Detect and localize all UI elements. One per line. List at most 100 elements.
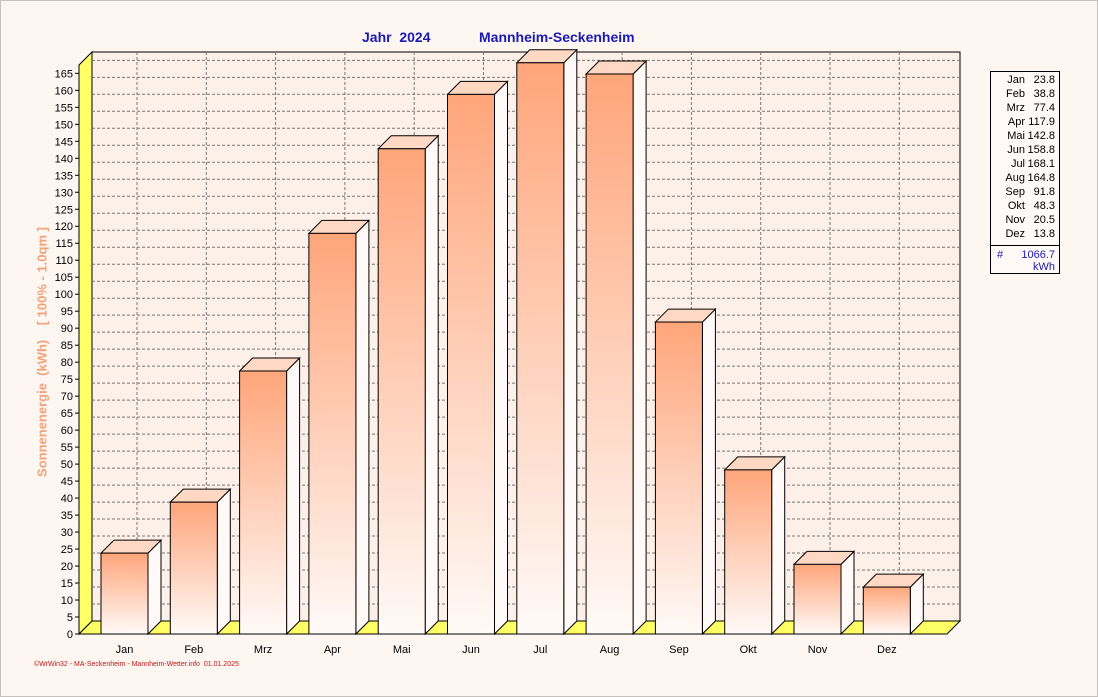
legend-row: Mai 142.8 (991, 130, 1059, 144)
bar (654, 307, 717, 636)
legend-month: Sep (1005, 186, 1025, 198)
bar-front (239, 370, 288, 635)
legend-month: Jan (1007, 74, 1025, 86)
y-tick-label: 0 (67, 629, 73, 641)
bar (446, 80, 509, 636)
bar-front (516, 62, 565, 635)
y-tick-label: 25 (61, 544, 73, 556)
bar (723, 455, 786, 636)
y-tick-label: 60 (61, 425, 73, 437)
bar-side (840, 550, 855, 636)
y-tick-label: 90 (61, 323, 73, 335)
x-tick-label: Okt (740, 644, 757, 656)
y-tick-label: 100 (55, 289, 73, 301)
bar-front (169, 501, 218, 635)
y-tick-label: 165 (55, 68, 73, 80)
chart-title-location: Mannheim-Seckenheim (479, 29, 635, 45)
legend-total-unit: kWh (1033, 261, 1055, 273)
bar (515, 48, 579, 636)
legend-value: 158.8 (1027, 144, 1055, 156)
legend-value: 23.8 (1033, 74, 1055, 86)
legend-row: Okt 48.3 (991, 200, 1059, 214)
y-tick-label: 35 (61, 510, 73, 522)
bar (862, 572, 925, 636)
y-tick-label: 115 (55, 238, 73, 250)
bar-front (585, 73, 634, 635)
y-tick-label: 160 (55, 85, 73, 97)
y-tick-label: 80 (61, 357, 73, 369)
legend-row: Aug 164.8 (991, 172, 1059, 186)
y-tick-label: 135 (55, 170, 73, 182)
bar-side (355, 219, 370, 636)
legend-row: Apr 117.9 (991, 116, 1059, 130)
legend-row: Sep 91.8 (991, 186, 1059, 200)
y-tick-label: 5 (67, 612, 73, 624)
y-tick-label: 50 (61, 459, 73, 471)
y-tick-label: 145 (55, 136, 73, 148)
y-tick-label: 150 (55, 119, 73, 131)
legend-value: 13.8 (1033, 228, 1055, 240)
plot-left-wall (78, 50, 93, 636)
y-tick-label: 105 (55, 272, 73, 284)
y-tick-label: 110 (55, 255, 73, 267)
legend-row: Jul 168.1 (991, 158, 1059, 172)
y-tick-label: 85 (61, 340, 73, 352)
y-tick-label: 20 (61, 561, 73, 573)
x-tick-label: Dez (877, 644, 897, 656)
bar-side (147, 538, 162, 636)
footer-copyright: ©WrWin32 - MA-Seckenheim - Mannheim-Wett… (34, 661, 239, 668)
x-tick-label: Nov (808, 644, 828, 656)
legend-value: 48.3 (1033, 200, 1055, 212)
legend-value: 77.4 (1033, 102, 1055, 114)
y-tick-label: 30 (61, 527, 73, 539)
x-tick-label: Apr (324, 644, 341, 656)
legend-box: Jan 23.8 Feb 38.8 Mrz 77.4 Apr 117.9 Mai 142.8 Jun… (990, 71, 1060, 274)
bar-front (654, 321, 703, 635)
legend-row: Jan 23.8 (991, 74, 1059, 88)
legend-month: Dez (1005, 228, 1025, 240)
bar-side (701, 307, 716, 636)
legend-row: Nov 20.5 (991, 214, 1059, 228)
legend-value: 164.8 (1027, 172, 1055, 184)
y-tick-label: 130 (55, 187, 73, 199)
bar (307, 219, 371, 636)
x-tick-label: Mrz (254, 644, 272, 656)
bar-front (377, 148, 426, 635)
y-tick-label: 15 (61, 578, 73, 590)
bar-front (308, 232, 357, 635)
legend-row: Jun 158.8 (991, 144, 1059, 158)
legend-month: Okt (1007, 200, 1025, 212)
bar (99, 538, 163, 636)
y-tick-label: 10 (61, 595, 73, 607)
bar-front (724, 469, 773, 635)
legend-month: Mai (1007, 130, 1025, 142)
legend-value: 91.8 (1033, 186, 1055, 198)
bar (238, 356, 301, 636)
legend-row: Mrz 77.4 (991, 102, 1059, 116)
legend-row: Dez 13.8 (991, 228, 1059, 242)
bar-side (563, 48, 578, 636)
legend-row: Feb 38.8 (991, 88, 1059, 102)
legend-value: 20.5 (1033, 214, 1055, 226)
chart-title-year: Jahr 2024 (362, 29, 431, 45)
bar (584, 59, 648, 636)
legend-month: Feb (1006, 88, 1025, 100)
legend-value: 38.8 (1033, 88, 1055, 100)
y-tick-label: 125 (55, 204, 73, 216)
bar-side (632, 59, 647, 636)
legend-value: 117.9 (1028, 116, 1055, 128)
x-tick-label: Aug (600, 644, 620, 656)
bar-front (447, 93, 495, 635)
y-tick-label: 140 (55, 153, 73, 165)
legend-month: Jun (1007, 144, 1025, 156)
y-tick-label: 95 (61, 306, 73, 318)
legend-month: Aug (1005, 172, 1025, 184)
y-tick-label: 55 (61, 442, 73, 454)
x-tick-label: Feb (184, 644, 203, 656)
legend-month: Jul (1010, 158, 1025, 170)
bar-front (100, 552, 149, 635)
y-tick-label: 75 (61, 374, 73, 386)
x-tick-label: Jul (533, 644, 547, 656)
y-tick-label: 45 (61, 476, 73, 488)
